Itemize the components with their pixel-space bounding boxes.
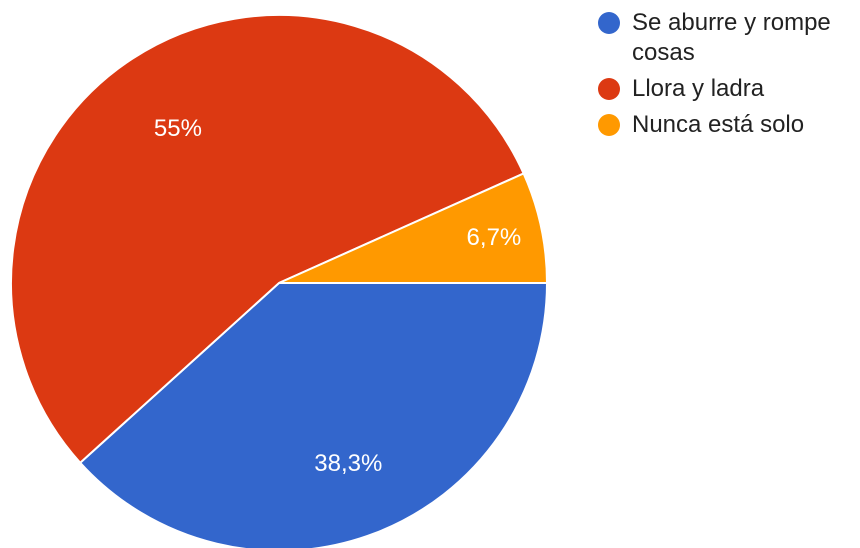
- pie-slice-se-aburre[interactable]: [78, 282, 549, 548]
- legend-item-se-aburre[interactable]: Se aburre y rompe cosas: [598, 8, 856, 68]
- pie-slice-llora[interactable]: [10, 14, 525, 465]
- legend-swatch-se-aburre: [598, 12, 620, 34]
- legend: Se aburre y rompe cosas Llora y ladra Nu…: [598, 8, 856, 146]
- pie-slice-nunca[interactable]: [278, 172, 549, 284]
- legend-swatch-llora: [598, 78, 620, 100]
- legend-item-nunca[interactable]: Nunca está solo: [598, 110, 856, 140]
- pie-chart: 38,3% 55% 6,7%: [10, 14, 549, 548]
- legend-label-llora: Llora y ladra: [632, 75, 765, 102]
- pie-label-se-aburre: 38,3%: [314, 450, 382, 477]
- pie-label-nunca: 6,7%: [467, 224, 522, 251]
- legend-item-llora[interactable]: Llora y ladra: [598, 74, 856, 104]
- legend-swatch-nunca: [598, 114, 620, 136]
- legend-label-nunca: Nunca está solo: [632, 111, 805, 138]
- legend-label-se-aburre: Se aburre y rompe cosas: [632, 9, 831, 66]
- pie-label-llora: 55%: [154, 115, 202, 142]
